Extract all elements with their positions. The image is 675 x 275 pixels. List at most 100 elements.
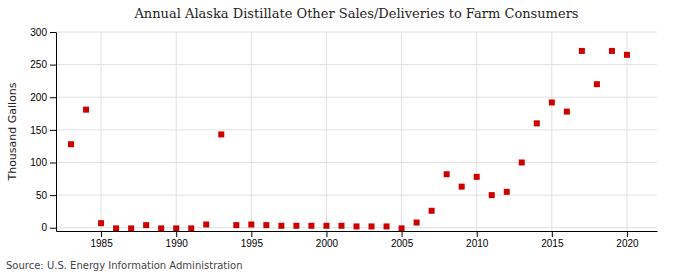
point xyxy=(233,222,239,228)
point xyxy=(579,48,585,54)
tick-mark xyxy=(50,97,56,98)
point xyxy=(128,225,134,231)
grid-line xyxy=(251,32,252,231)
tick: 2000 xyxy=(316,231,339,249)
point xyxy=(293,223,299,229)
grid-line xyxy=(551,32,552,231)
tick-label: 1995 xyxy=(241,238,264,249)
x-axis: 1985 1990 1995 2000 2005 2010 2015 2020 xyxy=(57,231,658,249)
point xyxy=(414,220,420,226)
point xyxy=(519,159,525,165)
tick: 300 xyxy=(30,27,56,38)
point xyxy=(188,225,194,231)
grid xyxy=(56,32,657,231)
point xyxy=(158,225,164,231)
tick-label: 2020 xyxy=(616,238,639,249)
point xyxy=(369,223,375,229)
tick: 200 xyxy=(30,92,56,103)
point xyxy=(338,223,344,229)
point xyxy=(263,222,269,228)
point xyxy=(354,223,360,229)
tick-mark xyxy=(402,231,403,237)
tick: 2010 xyxy=(466,231,489,249)
tick-mark xyxy=(50,228,56,229)
point xyxy=(444,171,450,177)
tick: 0 xyxy=(41,222,56,233)
y-axis-title: Thousand Gallons xyxy=(6,82,19,181)
title: Annual Alaska Distillate Other Sales/Del… xyxy=(133,6,578,21)
tick-mark xyxy=(552,231,553,237)
point xyxy=(68,141,74,147)
grid-line xyxy=(401,32,402,231)
tick-mark xyxy=(50,32,56,33)
tick-mark xyxy=(50,130,56,131)
grid-line xyxy=(176,32,177,231)
tick: 2005 xyxy=(391,231,414,249)
grid-line xyxy=(476,32,477,231)
tick-label: 2005 xyxy=(391,238,414,249)
grid-line xyxy=(101,32,102,231)
tick-mark xyxy=(251,231,252,237)
tick-label: 250 xyxy=(30,59,47,70)
grid-line xyxy=(56,195,657,196)
tick: 150 xyxy=(30,125,56,136)
point xyxy=(429,208,435,214)
tick-mark xyxy=(50,162,56,163)
tick-mark xyxy=(176,231,177,237)
tick: 100 xyxy=(30,157,56,168)
point xyxy=(474,174,480,180)
point xyxy=(504,189,510,195)
point xyxy=(143,222,149,228)
tick: 2015 xyxy=(541,231,564,249)
point xyxy=(308,223,314,229)
chart: 1985 1990 1995 2000 2005 2010 2015 2020 0 50 100 15… xyxy=(0,0,675,275)
grid-line xyxy=(56,162,657,163)
tick-label: 200 xyxy=(30,92,47,103)
tick: 1990 xyxy=(166,231,189,249)
point xyxy=(564,109,570,115)
point xyxy=(98,220,104,226)
tick-mark xyxy=(627,231,628,237)
tick-label: 300 xyxy=(30,27,47,38)
tick-mark xyxy=(50,195,56,196)
tick: 1995 xyxy=(241,231,264,249)
tick: 2020 xyxy=(616,231,639,249)
point xyxy=(113,225,119,231)
point xyxy=(384,223,390,229)
point xyxy=(203,221,209,227)
grid-line xyxy=(56,129,657,130)
point xyxy=(173,225,179,231)
tick-label: 2015 xyxy=(541,238,564,249)
point xyxy=(459,184,465,190)
tick-mark xyxy=(326,231,327,237)
tick: 250 xyxy=(30,59,56,70)
point xyxy=(624,52,630,58)
point xyxy=(248,221,254,227)
tick-label: 2010 xyxy=(466,238,489,249)
point xyxy=(534,120,540,126)
y-axis: 0 50 100 150 200 250 300 xyxy=(30,27,56,234)
tick-label: 100 xyxy=(30,157,47,168)
tick-label: 0 xyxy=(41,222,47,233)
annotation: Source: U.S. Energy Information Administ… xyxy=(6,260,243,271)
grid-line xyxy=(326,32,327,231)
grid-line xyxy=(56,64,657,65)
tick-label: 1985 xyxy=(90,238,113,249)
point xyxy=(83,107,89,113)
axis-line xyxy=(56,33,57,232)
grid-line xyxy=(56,97,657,98)
tick-mark xyxy=(477,231,478,237)
point xyxy=(489,192,495,198)
axis-line xyxy=(57,231,658,232)
point xyxy=(399,225,405,231)
tick-label: 1990 xyxy=(166,238,189,249)
point xyxy=(278,223,284,229)
point xyxy=(218,131,224,137)
tick-mark xyxy=(50,65,56,66)
point xyxy=(594,81,600,87)
tick: 50 xyxy=(36,190,56,201)
points xyxy=(68,48,630,231)
tick-label: 2000 xyxy=(316,238,339,249)
point xyxy=(549,99,555,105)
grid-line xyxy=(56,32,657,33)
